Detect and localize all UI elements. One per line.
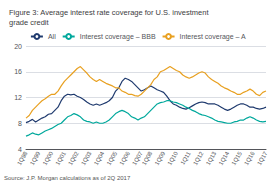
svg-text:1Q09: 1Q09 — [154, 150, 167, 166]
svg-text:1Q07: 1Q07 — [131, 150, 144, 167]
svg-text:4: 4 — [18, 146, 22, 153]
svg-text:All: All — [48, 33, 56, 40]
svg-text:Source: J.P. Morgan calculatio: Source: J.P. Morgan calculations as of 2… — [4, 175, 131, 181]
svg-text:grade credit: grade credit — [9, 18, 50, 27]
svg-text:1Q10: 1Q10 — [166, 150, 179, 166]
svg-text:1Q17: 1Q17 — [256, 150, 269, 166]
svg-text:1Q01: 1Q01 — [54, 150, 67, 166]
svg-text:1Q15: 1Q15 — [230, 150, 243, 166]
svg-text:1Q14: 1Q14 — [218, 150, 231, 166]
svg-text:1Q08: 1Q08 — [141, 150, 154, 166]
svg-text:20: 20 — [14, 43, 22, 50]
svg-text:1Q13: 1Q13 — [205, 150, 218, 166]
svg-text:1Q12: 1Q12 — [192, 150, 205, 166]
svg-text:1Q04: 1Q04 — [93, 150, 106, 166]
svg-text:Figure 3: Average interest rat: Figure 3: Average interest rate coverage… — [9, 8, 209, 17]
svg-text:1Q00: 1Q00 — [42, 150, 55, 166]
svg-text:1Q16: 1Q16 — [243, 150, 256, 166]
svg-text:Interest coverage – BBB: Interest coverage – BBB — [80, 33, 156, 41]
svg-text:1Q06: 1Q06 — [118, 150, 131, 166]
svg-text:1Q11: 1Q11 — [180, 150, 193, 166]
svg-text:12: 12 — [14, 94, 22, 101]
svg-text:1Q98: 1Q98 — [16, 150, 29, 166]
svg-text:16: 16 — [14, 68, 22, 75]
svg-text:8: 8 — [18, 120, 22, 127]
svg-text:1Q99: 1Q99 — [29, 150, 42, 166]
svg-text:1Q02: 1Q02 — [67, 150, 80, 166]
svg-text:1Q03: 1Q03 — [80, 150, 93, 166]
svg-text:1Q05: 1Q05 — [106, 150, 119, 166]
svg-text:Interest coverage – A: Interest coverage – A — [180, 33, 246, 41]
